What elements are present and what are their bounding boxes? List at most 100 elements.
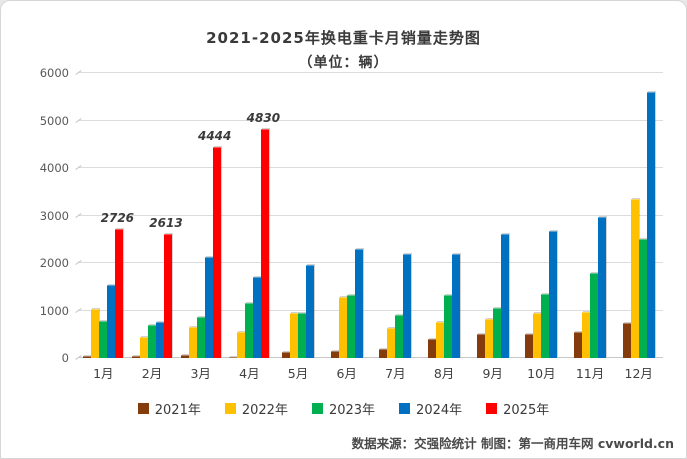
bar-2023年-12月 xyxy=(638,238,647,358)
bar-2025年-4月 xyxy=(261,128,270,358)
legend-item-2022年: 2022年 xyxy=(224,399,288,418)
legend-item-2021年: 2021年 xyxy=(137,399,201,418)
gridline-6000 xyxy=(79,72,663,73)
month-group-3月: 4444 xyxy=(176,73,231,358)
bar-2024年-9月 xyxy=(500,234,509,358)
bar-2021年-4月 xyxy=(229,356,238,358)
bar-2024年-1月 xyxy=(107,284,116,358)
bar-2022年-1月 xyxy=(91,309,100,358)
y-axis-label-6000: 6000 xyxy=(39,66,69,80)
bar-2023年-1月 xyxy=(99,321,108,358)
y-axis-label-5000: 5000 xyxy=(39,113,69,128)
bar-2025年-2月 xyxy=(164,233,172,358)
month-group-12月 xyxy=(614,73,663,358)
data-label-3月: 4444 xyxy=(197,128,232,143)
y-axis-label-4000: 4000 xyxy=(39,161,69,175)
legend-swatch-icon xyxy=(224,403,236,414)
gridline-5000 xyxy=(79,119,663,121)
legend-label: 2021年 xyxy=(154,403,201,418)
bar-2024年-10月 xyxy=(549,230,558,358)
bar-row: 4830 xyxy=(229,111,280,358)
month-group-6月 xyxy=(322,73,371,358)
bar-row: 4444 xyxy=(180,129,231,358)
bar-2021年-1月 xyxy=(83,355,92,358)
legend-swatch-icon xyxy=(486,403,498,414)
bar-row xyxy=(476,234,509,358)
x-axis-label-10月: 10月 xyxy=(527,366,556,381)
bar-2024年-11月 xyxy=(598,216,607,358)
bar-2021年-11月 xyxy=(574,331,583,358)
plot-area: 0 1000 2000 3000 4000 5000 6000 2726 2613 4444 483… xyxy=(40,66,663,365)
y-axis-label-2000: 2000 xyxy=(39,256,69,270)
bar-row xyxy=(622,92,655,358)
month-group-4月: 4830 xyxy=(225,73,280,358)
bar-2021年-7月 xyxy=(379,349,388,358)
bar-2021年-3月 xyxy=(180,354,189,358)
bar-2023年-9月 xyxy=(492,307,501,358)
x-axis-label-4月: 4月 xyxy=(239,366,260,381)
bar-2022年-3月 xyxy=(188,327,197,358)
x-axis-label-8月: 8月 xyxy=(433,366,455,381)
legend-item-2024年: 2024年 xyxy=(399,399,462,418)
month-group-9月 xyxy=(468,73,517,358)
bar-2021年-8月 xyxy=(428,339,437,358)
bar-2022年-12月 xyxy=(630,198,639,358)
bar-2023年-11月 xyxy=(590,272,599,358)
month-group-7月 xyxy=(371,73,420,358)
bar-2022年-10月 xyxy=(533,312,542,358)
bar-row xyxy=(574,216,607,358)
legend-label: 2022年 xyxy=(241,403,288,418)
x-axis-label-12月: 12月 xyxy=(624,366,653,381)
month-group-5月 xyxy=(274,73,323,358)
gridline-1000 xyxy=(79,309,663,311)
bar-2023年-6月 xyxy=(346,295,355,358)
chart-title: 2021-2025年换电重卡月销量走势图 xyxy=(206,29,481,47)
bar-2022年-5月 xyxy=(290,312,299,358)
chart-title-block: 2021-2025年换电重卡月销量走势图 （单位：辆） xyxy=(1,27,686,72)
x-axis-label-3月: 3月 xyxy=(190,366,211,381)
bar-2023年-3月 xyxy=(196,317,205,358)
month-group-1月: 2726 xyxy=(79,73,134,358)
bar-2022年-4月 xyxy=(237,332,246,358)
legend-swatch-icon xyxy=(399,403,411,414)
bar-2021年-6月 xyxy=(330,351,339,358)
x-axis-label-11月: 11月 xyxy=(575,366,605,381)
bar-2024年-6月 xyxy=(354,248,363,358)
y-axis-label-0: 0 xyxy=(61,351,69,365)
x-axis-labels: 1月 2月 3月 4月 5月 6月 7月 8月 9月 10月 11月 12月 xyxy=(79,363,663,382)
bar-2021年-2月 xyxy=(132,356,140,358)
legend-label: 2023年 xyxy=(328,403,376,418)
gridline-0 xyxy=(79,357,663,358)
bar-2024年-5月 xyxy=(306,265,315,358)
bar-2023年-10月 xyxy=(541,293,550,358)
bar-2024年-8月 xyxy=(452,253,461,358)
x-axis-label-9月: 9月 xyxy=(482,366,503,381)
data-label-2月: 2613 xyxy=(149,215,183,230)
gridline-4000 xyxy=(79,167,663,168)
x-axis-label-1月: 1月 xyxy=(93,366,114,381)
gridline-2000 xyxy=(79,262,663,263)
bar-2023年-4月 xyxy=(245,303,254,358)
legend-swatch-icon xyxy=(137,403,149,414)
bar-2024年-2月 xyxy=(156,322,164,358)
bar-2021年-9月 xyxy=(476,334,485,358)
bar-row xyxy=(525,230,558,358)
bar-2022年-9月 xyxy=(484,318,493,358)
x-axis-label-7月: 7月 xyxy=(385,366,406,381)
gridline-3000 xyxy=(79,214,663,216)
bar-2024年-3月 xyxy=(204,256,213,358)
bar-2022年-7月 xyxy=(387,328,396,358)
month-group-10月 xyxy=(517,73,566,358)
bar-row xyxy=(282,265,315,358)
bar-2023年-5月 xyxy=(298,312,307,358)
bar-2023年-8月 xyxy=(444,294,453,358)
bar-2024年-7月 xyxy=(403,254,412,358)
x-axis-label-6月: 6月 xyxy=(336,366,357,381)
bar-2023年-2月 xyxy=(148,324,156,358)
month-group-2月: 2613 xyxy=(128,73,183,358)
bar-2022年-6月 xyxy=(338,296,347,358)
bar-2022年-11月 xyxy=(582,312,591,358)
bar-row xyxy=(428,253,461,358)
legend-item-2023年: 2023年 xyxy=(311,399,376,418)
